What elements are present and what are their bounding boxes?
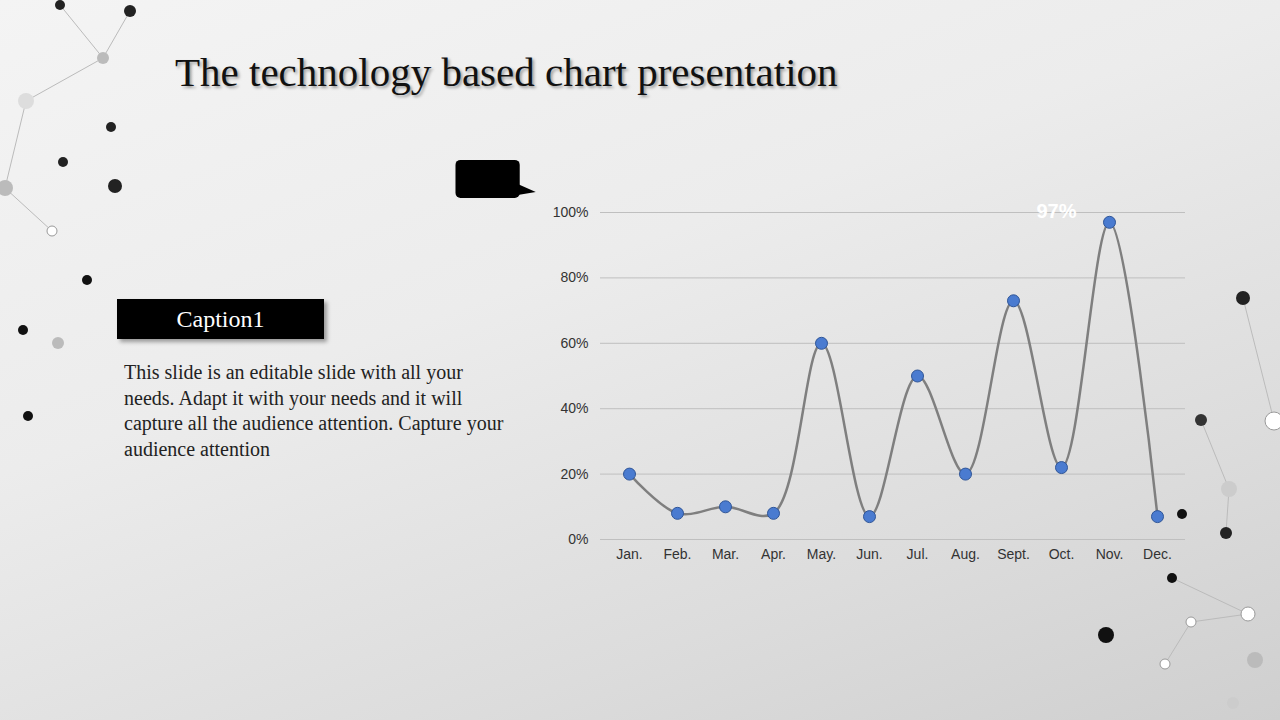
svg-text:80%: 80% bbox=[560, 269, 588, 285]
svg-text:Dec.: Dec. bbox=[1143, 546, 1172, 562]
svg-text:Nov.: Nov. bbox=[1096, 546, 1124, 562]
svg-text:Feb.: Feb. bbox=[663, 546, 691, 562]
svg-text:Jun.: Jun. bbox=[856, 546, 882, 562]
svg-text:100%: 100% bbox=[553, 204, 589, 220]
svg-text:0%: 0% bbox=[568, 531, 588, 547]
svg-text:Oct.: Oct. bbox=[1049, 546, 1075, 562]
svg-text:Jul.: Jul. bbox=[907, 546, 929, 562]
html-text:Caption1: Caption1 bbox=[176, 306, 265, 332]
svg-text:Apr.: Apr. bbox=[761, 546, 786, 562]
svg-text:Sept.: Sept. bbox=[997, 546, 1030, 562]
svg-text:May.: May. bbox=[807, 546, 836, 562]
html-text:This slide is an editable slid: This slide is an editable slide with all… bbox=[124, 361, 504, 460]
svg-text:Mar.: Mar. bbox=[712, 546, 739, 562]
svg-text:60%: 60% bbox=[560, 335, 588, 351]
svg-text:Jan.: Jan. bbox=[616, 546, 642, 562]
html-text:The technology based chart pre: The technology based chart presentation bbox=[175, 49, 838, 95]
svg-text:40%: 40% bbox=[560, 400, 588, 416]
svg-text:Aug.: Aug. bbox=[951, 546, 980, 562]
svg-text:20%: 20% bbox=[560, 466, 588, 482]
svg-text:97%: 97% bbox=[1036, 200, 1076, 222]
